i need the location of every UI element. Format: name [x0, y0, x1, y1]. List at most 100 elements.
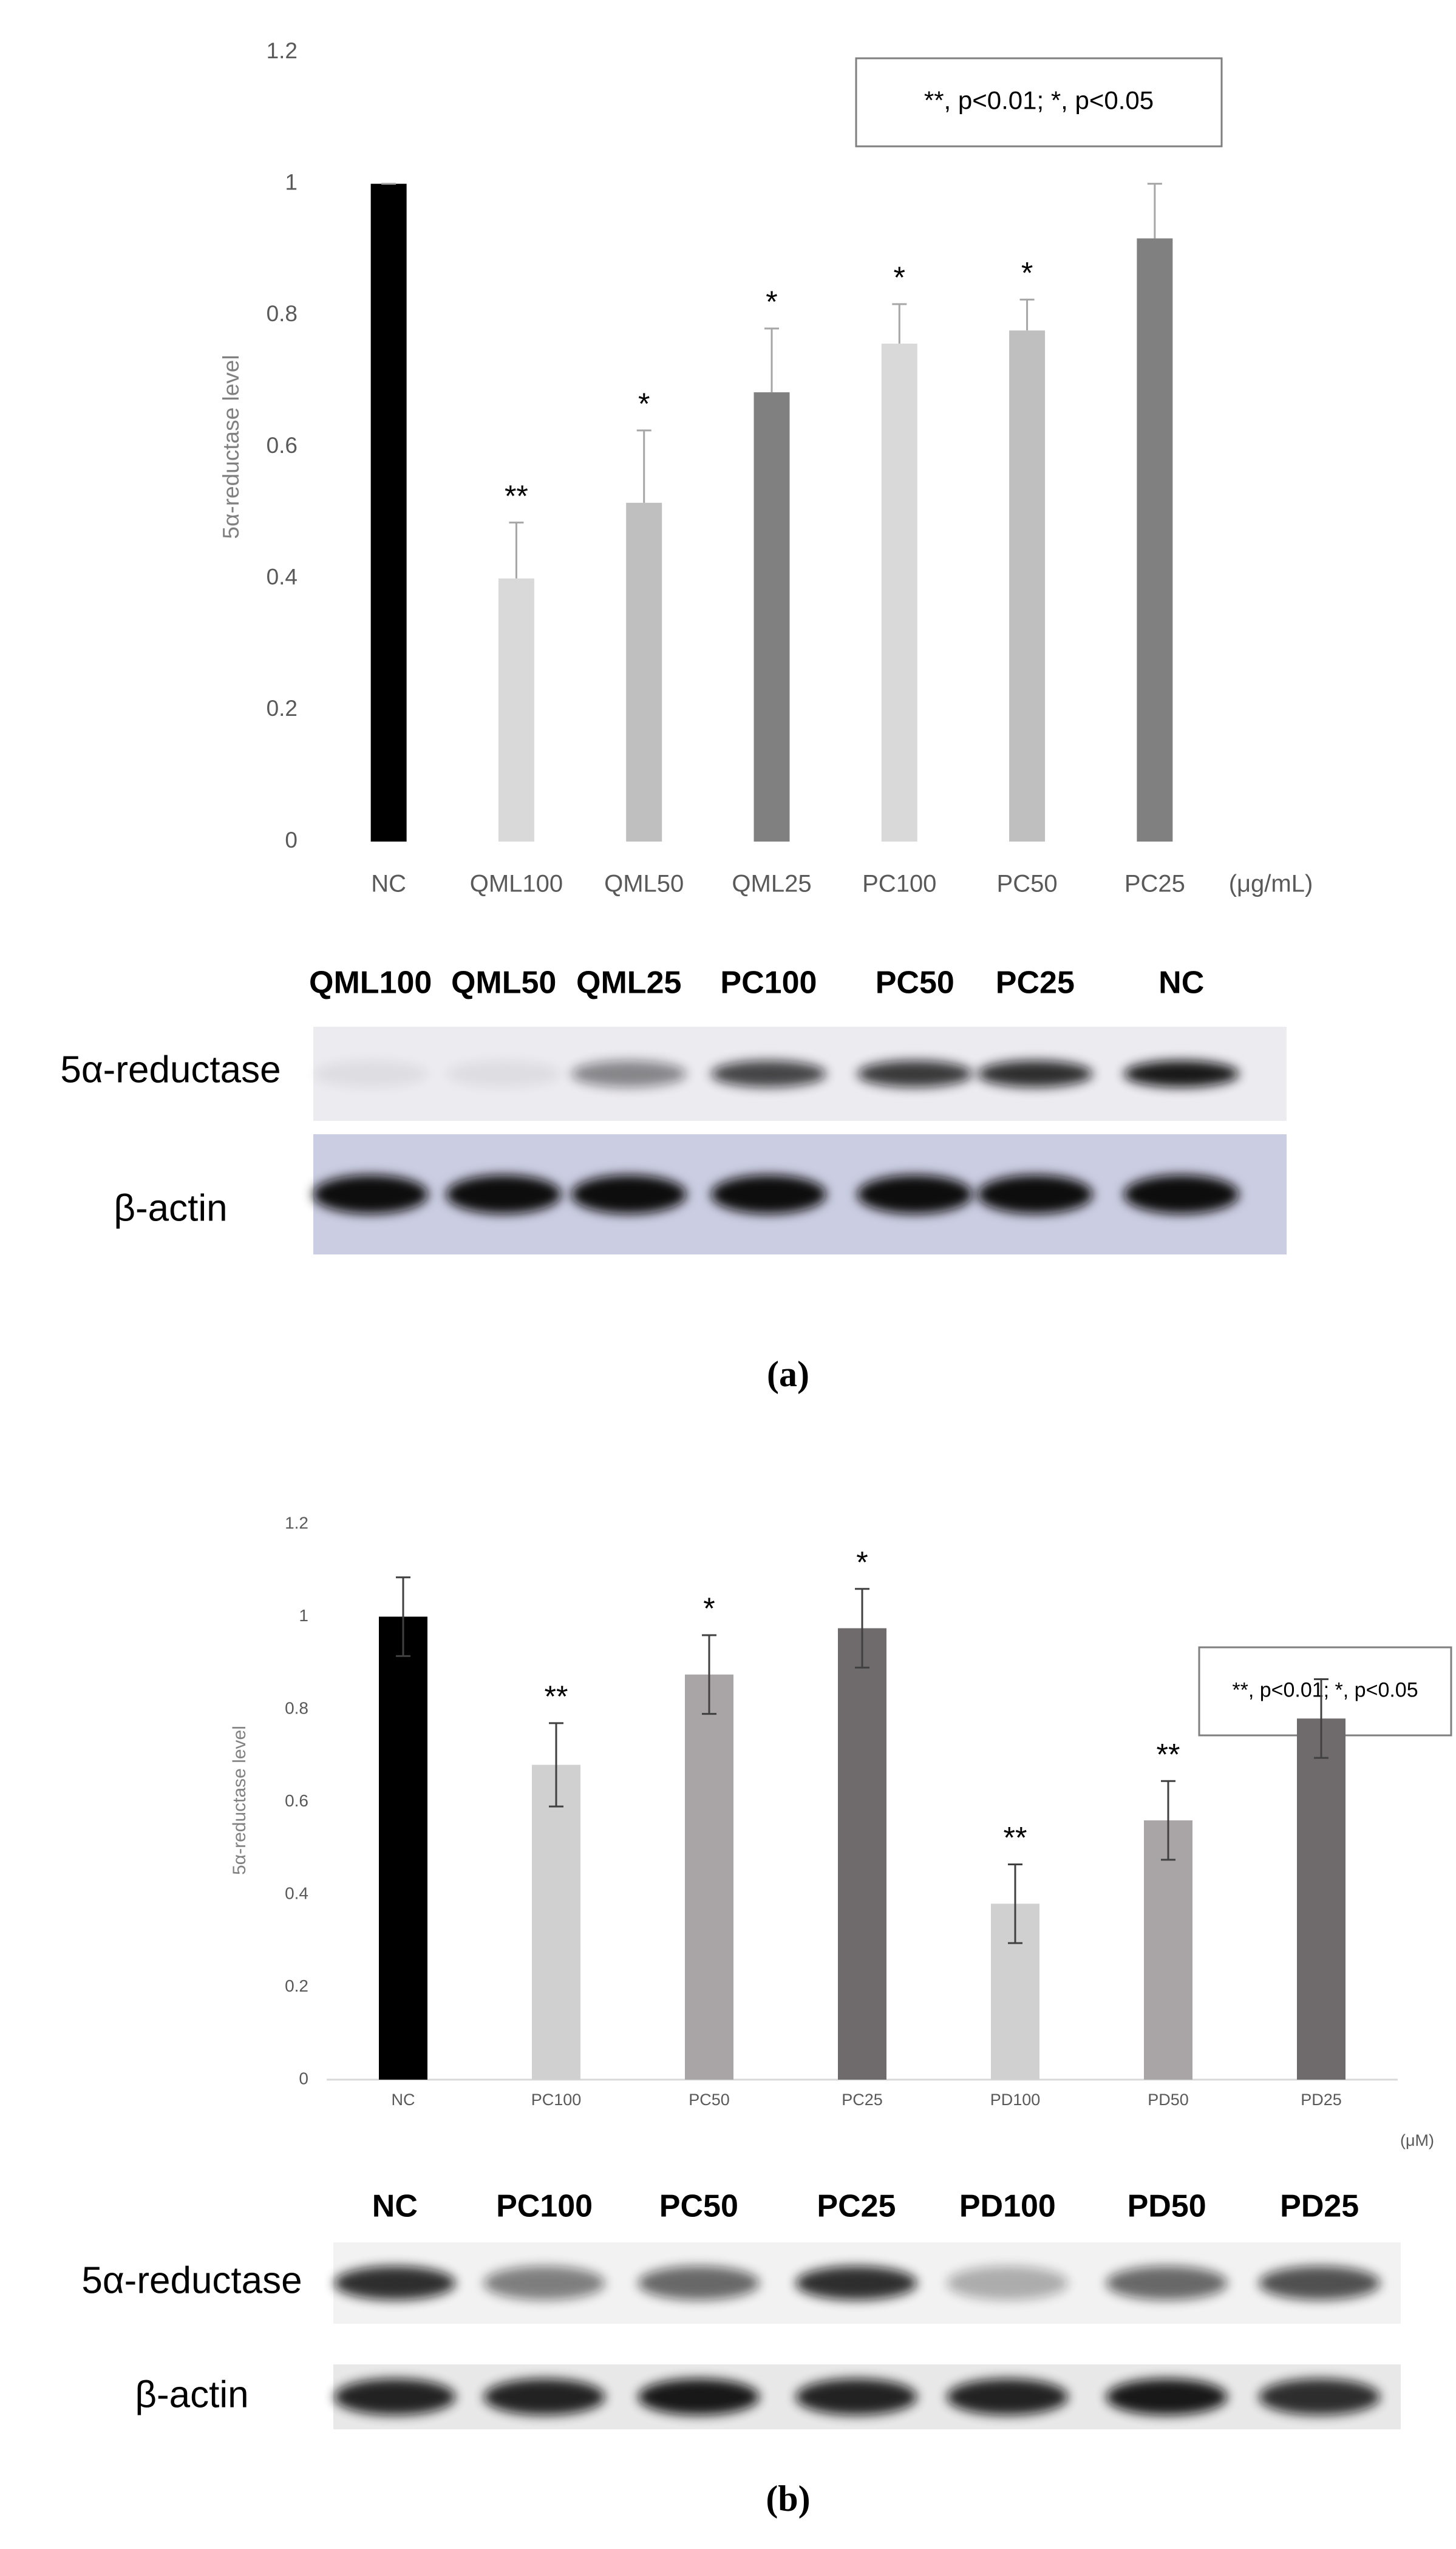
x-tick-label: PD25	[1301, 2091, 1342, 2109]
row-label: 5α-reductase	[60, 1049, 281, 1091]
x-tick-label: NC	[371, 871, 406, 897]
bar	[838, 1628, 886, 2080]
blot-band	[795, 2266, 917, 2300]
x-tick-label: PC100	[531, 2091, 582, 2109]
significance-label: **	[505, 479, 528, 513]
y-tick-label: 0.4	[267, 564, 298, 589]
error-bar	[764, 327, 779, 393]
y-tick-label: 0.2	[267, 696, 298, 721]
y-tick-label: 1	[285, 169, 298, 194]
x-tick-label: QML100	[470, 871, 563, 897]
lane-label: QML100	[309, 965, 432, 1001]
x-tick-label: PD100	[990, 2091, 1041, 2109]
x-tick-label: PD50	[1148, 2091, 1189, 2109]
lane-label: NC	[1158, 965, 1204, 1001]
y-tick-label: 0.8	[285, 1698, 308, 1717]
blot-band	[446, 1175, 562, 1214]
error-bar	[1008, 1863, 1022, 1944]
y-tick-label: 0.2	[285, 1976, 308, 1995]
significance-label: *	[766, 285, 777, 319]
lane-label: PC50	[876, 965, 954, 1001]
row-label: β-actin	[114, 1187, 227, 1229]
y-tick-label: 0.8	[267, 301, 298, 326]
blot-band	[947, 2266, 1069, 2300]
lane-label: PC100	[720, 965, 817, 1001]
bar	[754, 392, 790, 842]
blot-band	[313, 1060, 429, 1087]
y-tick-label: 1	[299, 1606, 308, 1625]
blot-band	[1123, 1060, 1239, 1087]
row-label: 5α-reductase	[81, 2259, 302, 2301]
significance-label: **	[545, 1679, 568, 1714]
bar	[370, 183, 407, 842]
blot-band	[446, 1060, 562, 1087]
x-tick-label: NC	[392, 2091, 415, 2109]
error-bar	[1161, 1780, 1175, 1861]
bar	[1137, 238, 1173, 842]
bar	[1009, 330, 1046, 842]
blot-band	[313, 1175, 429, 1214]
blot-band	[857, 1060, 973, 1087]
y-tick-label: 0	[285, 828, 298, 853]
y-axis-label: 5α-reductase level	[230, 1726, 250, 1875]
panel-label: (a)	[767, 1354, 809, 1394]
x-tick-label: PC25	[1124, 871, 1185, 897]
blot-band	[710, 1175, 826, 1214]
significance-label: **	[1157, 1737, 1180, 1771]
significance-label: *	[638, 387, 650, 421]
blot-band	[334, 2266, 456, 2300]
bar	[626, 503, 662, 842]
x-tick-label: QML25	[732, 871, 811, 897]
significance-label: *	[894, 260, 905, 294]
blot-band	[710, 1060, 826, 1087]
blot-band	[1259, 2378, 1381, 2415]
bar	[379, 1616, 427, 2080]
panel-label: (b)	[766, 2479, 810, 2519]
lane-label: PC50	[659, 2189, 738, 2224]
x-tick-label: PC25	[842, 2091, 883, 2109]
x-tick-label: QML50	[604, 871, 684, 897]
blot-band	[334, 2378, 456, 2415]
error-bar	[1019, 298, 1035, 331]
bar	[881, 343, 917, 842]
bar	[1144, 1820, 1192, 2080]
y-tick-label: 0.6	[285, 1791, 308, 1810]
bar	[685, 1674, 733, 2080]
error-bar	[396, 1576, 410, 1657]
blot-band	[947, 2378, 1069, 2415]
lane-label: PC100	[496, 2189, 593, 2224]
bar	[532, 1765, 580, 2080]
error-bar	[1314, 1678, 1328, 1759]
x-tick-label: PC50	[689, 2091, 730, 2109]
x-tick-label: PC100	[862, 871, 936, 897]
y-tick-label: 1.2	[267, 38, 298, 63]
error-bar	[636, 429, 651, 503]
unit-label: (μg/mL)	[1229, 871, 1313, 897]
significance-label: *	[856, 1545, 868, 1579]
blot-band	[1123, 1175, 1239, 1214]
y-tick-label: 0.6	[267, 433, 298, 458]
blot-band	[977, 1060, 1093, 1087]
blot-band	[1106, 2378, 1228, 2415]
y-tick-label: 0	[299, 2069, 308, 2088]
y-tick-label: 1.2	[285, 1513, 308, 1532]
lane-label: QML25	[576, 965, 681, 1001]
lane-label: PC25	[817, 2189, 896, 2224]
significance-label: **	[1004, 1821, 1027, 1855]
blot-band	[857, 1175, 973, 1214]
bar	[498, 578, 534, 842]
error-bar	[892, 303, 907, 344]
y-axis-label: 5α-reductase level	[219, 355, 243, 539]
annotation: **, p<0.01; *, p<0.05	[1232, 1678, 1418, 1701]
bar	[1297, 1718, 1345, 2080]
error-bar	[509, 522, 524, 579]
blot-band	[1106, 2266, 1228, 2300]
error-bar	[549, 1722, 563, 1808]
lane-label: PD100	[959, 2189, 1056, 2224]
legend-box	[855, 57, 1223, 148]
lane-label: PD50	[1128, 2189, 1206, 2224]
blot-band	[571, 1060, 687, 1087]
lane-label: PC25	[996, 965, 1075, 1001]
significance-label: *	[1021, 256, 1033, 290]
